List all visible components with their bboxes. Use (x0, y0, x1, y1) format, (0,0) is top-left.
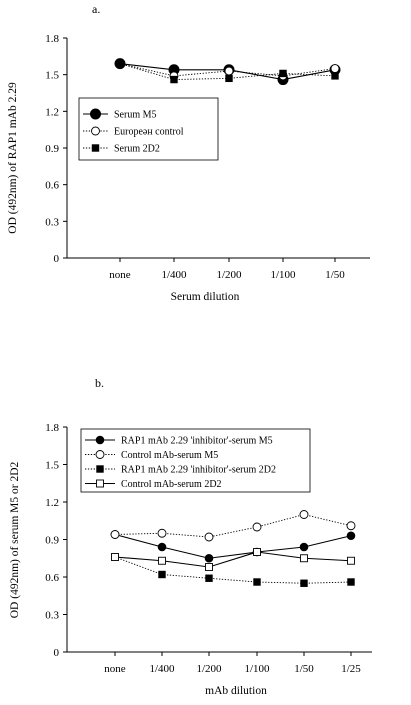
chart-a-y-tick-label: 1.2 (45, 106, 59, 118)
chart-b-series-line (114, 551, 352, 568)
chart-b-x-tick-label: 1/200 (196, 663, 222, 675)
chart-b-x-tick-label: none (104, 663, 126, 675)
chart-b-x-tick-label: 1/400 (149, 663, 175, 675)
chart-b-legend-marker (95, 435, 105, 445)
chart-a-x-tick-label: 1/50 (325, 269, 345, 281)
chart-a-x-ticks: none 1/400 1/200 1/100 1/50 (109, 258, 345, 281)
chart-b-data-point (299, 510, 309, 519)
chart-a: a. 0 0.3 0.6 0.9 1.2 1.5 1.8 none 1/400 1/200 1/1… (7, 2, 370, 303)
chart-b-x-ticks: none 1/400 1/200 1/100 1/50 1/25 (104, 652, 361, 675)
chart-a-legend-marker (91, 126, 100, 136)
chart-a-y-tick-label: 1.5 (45, 70, 59, 82)
chart-a-y-tick-label: 0.3 (45, 216, 59, 228)
chart-b-y-tick-label: 1.2 (45, 497, 59, 509)
chart-a-legend: Serum M5 Europeән control Serum 2D2 (78, 97, 219, 161)
chart-a-data-point (116, 59, 124, 68)
chart-a-data-point (224, 66, 234, 76)
chart-b-data-point (205, 563, 213, 571)
chart-a-x-tick-label: 1/400 (161, 269, 187, 281)
chart-b-series-line (114, 556, 352, 584)
chart-b-legend: RAP1 mAb 2.29 'inhibitor'-serum M5 Contro… (80, 428, 311, 493)
chart-a-y-label: OD (492nm) of RAP1 mAb 2.29 (7, 82, 19, 234)
chart-a-data-point (331, 72, 339, 80)
chart-b-y-tick-label: 0.3 (45, 610, 59, 622)
chart-b-y-tick-label: 0 (54, 647, 60, 659)
chart-a-legend-box (78, 97, 219, 161)
chart-b-data-point (346, 521, 356, 531)
chart-b-data-point (347, 556, 355, 565)
chart-b-data-point (158, 556, 166, 565)
chart-a-y-tick-label: 1.8 (45, 33, 59, 45)
chart-b-x-tick-label: 1/50 (294, 663, 314, 675)
chart-b-y-label: OD (492nm) of serum M5 or 2D2 (9, 462, 21, 619)
chart-a-data-point (170, 75, 178, 84)
chart-b-series (110, 510, 356, 587)
chart-b-x-label: mAb dilution (205, 685, 267, 697)
chart-b-x-tick-label: 1/100 (244, 663, 270, 675)
chart-a-legend-label: Serum 2D2 (114, 144, 160, 155)
chart-a-x-tick-label: 1/200 (216, 269, 242, 281)
chart-a-x-tick-label: none (109, 269, 131, 281)
chart-b-data-point (346, 531, 356, 541)
chart-b-legend-label: Control mAb-serum 2D2 (121, 479, 222, 490)
chart-a-x-tick-label: 1/100 (270, 269, 296, 281)
chart-b-data-point (204, 553, 214, 563)
chart-b-y-ticks: 0 0.3 0.6 0.9 1.2 1.5 1.8 (45, 422, 67, 659)
chart-b-series-line (114, 514, 352, 538)
chart-b-legend-label: RAP1 mAb 2.29 'inhibitor'-serum 2D2 (121, 465, 276, 476)
chart-a-data-point (279, 69, 287, 78)
chart-b-data-point (253, 548, 261, 556)
chart-b-data-point (204, 532, 214, 542)
chart-b-legend-label: RAP1 mAb 2.29 'inhibitor'-serum M5 (121, 436, 273, 447)
chart-b-x-tick-label: 1/25 (341, 663, 361, 675)
chart-b-data-point (157, 528, 167, 538)
panel-b-label: b. (95, 376, 104, 390)
chart-b: b. 0 0.3 0.6 0.9 1.2 1.5 1.8 none 1/400 1/200 1/1… (9, 376, 372, 697)
chart-b-data-point (347, 578, 355, 586)
chart-a-data-point (225, 74, 233, 83)
chart-b-data-point (300, 554, 308, 563)
chart-b-y-tick-label: 0.9 (45, 535, 59, 547)
chart-b-data-point (158, 570, 166, 579)
chart-a-data-point (330, 64, 340, 74)
chart-a-x-label: Serum dilution (171, 291, 240, 303)
chart-b-series-line (114, 533, 352, 559)
chart-b-data-point (111, 553, 119, 561)
chart-b-y-tick-label: 0.6 (45, 572, 59, 584)
chart-b-legend-marker (96, 479, 104, 488)
chart-b-legend-box (80, 428, 311, 493)
chart-b-data-point (300, 579, 308, 587)
chart-a-legend-label: Serum M5 (114, 110, 157, 121)
chart-a-y-tick-label: 0 (54, 253, 60, 265)
chart-b-data-point (253, 578, 261, 586)
chart-a-series (114, 58, 341, 86)
panel-a-label: a. (92, 2, 100, 16)
chart-a-y-tick-label: 0.9 (45, 143, 59, 155)
chart-b-data-point (205, 574, 213, 582)
chart-b-legend-marker (96, 465, 104, 473)
chart-b-data-point (252, 522, 262, 532)
chart-b-legend-label: Control mAb-serum M5 (121, 450, 218, 461)
chart-a-y-tick-label: 0.6 (45, 180, 59, 192)
chart-b-data-point (299, 542, 309, 552)
chart-b-y-tick-label: 1.5 (45, 460, 59, 472)
chart-a-y-ticks: 0 0.3 0.6 0.9 1.2 1.5 1.8 (45, 33, 67, 265)
chart-a-legend-marker (91, 144, 100, 152)
chart-b-y-tick-label: 1.8 (45, 422, 59, 434)
chart-a-legend-label: Europeән control (114, 127, 184, 138)
chart-b-data-point (157, 542, 167, 552)
chart-a-legend-marker (90, 108, 101, 120)
chart-b-data-point (110, 530, 120, 539)
chart-b-legend-marker (95, 450, 105, 459)
